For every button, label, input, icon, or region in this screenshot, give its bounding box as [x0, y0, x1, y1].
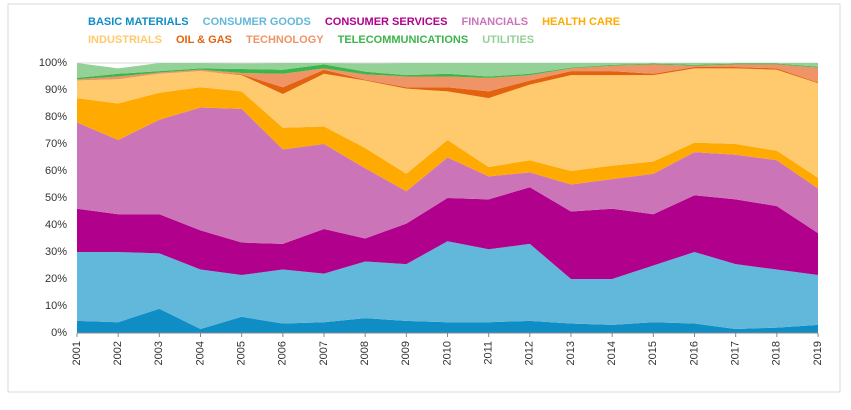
x-tick-label: 2019	[812, 341, 824, 365]
x-tick-label: 2013	[565, 341, 577, 365]
area	[77, 64, 818, 92]
x-tick-label: 2016	[688, 341, 700, 365]
y-tick-label: 70%	[45, 138, 67, 150]
area	[77, 87, 818, 192]
legend-label: TECHNOLOGY	[246, 34, 324, 46]
x-tick-label: 2001	[71, 341, 83, 365]
y-tick-label: 40%	[45, 219, 67, 231]
x-tick-label: 2012	[524, 341, 536, 365]
area	[77, 68, 818, 178]
legend-label: CONSUMER GOODS	[203, 16, 311, 28]
y-tick-label: 30%	[45, 246, 67, 258]
y-tick-label: 80%	[45, 111, 67, 123]
area	[77, 187, 818, 279]
x-tick-label: 2003	[153, 341, 165, 365]
area	[77, 107, 818, 244]
x-tick-label: 2006	[277, 341, 289, 365]
y-tick-label: 50%	[45, 192, 67, 204]
x-tick-label: 2011	[483, 341, 495, 365]
x-tick-label: 2014	[606, 341, 618, 365]
x-tick-label: 2018	[771, 341, 783, 365]
area	[77, 308, 818, 333]
y-tick-label: 100%	[39, 57, 67, 69]
x-tick-label: 2002	[112, 341, 124, 365]
area	[77, 241, 818, 329]
y-tick-label: 0%	[51, 327, 67, 339]
x-tick-label: 2017	[730, 341, 742, 365]
legend-label: BASIC MATERIALS	[88, 16, 189, 28]
y-tick-label: 20%	[45, 273, 67, 285]
legend-label: INDUSTRIALS	[88, 34, 162, 46]
x-tick-label: 2007	[318, 341, 330, 365]
area	[77, 63, 818, 80]
legend-label: TELECOMMUNICATIONS	[338, 34, 469, 46]
y-tick-label: 60%	[45, 165, 67, 177]
area	[77, 67, 818, 99]
chart-frame	[7, 3, 841, 393]
y-tick-label: 10%	[45, 300, 67, 312]
x-tick-label: 2004	[194, 341, 206, 365]
legend-label: UTILITIES	[482, 34, 534, 46]
x-tick-label: 2008	[359, 341, 371, 365]
legend-label: CONSUMER SERVICES	[325, 16, 448, 28]
x-tick-label: 2005	[236, 341, 248, 365]
legend-label: OIL & GAS	[176, 34, 232, 46]
x-tick-label: 2015	[647, 341, 659, 365]
legend-label: FINANCIALS	[461, 16, 528, 28]
legend-label: HEALTH CARE	[542, 16, 620, 28]
x-tick-label: 2010	[441, 341, 453, 365]
y-tick-label: 90%	[45, 84, 67, 96]
area	[77, 63, 818, 78]
x-tick-label: 2009	[400, 341, 412, 365]
